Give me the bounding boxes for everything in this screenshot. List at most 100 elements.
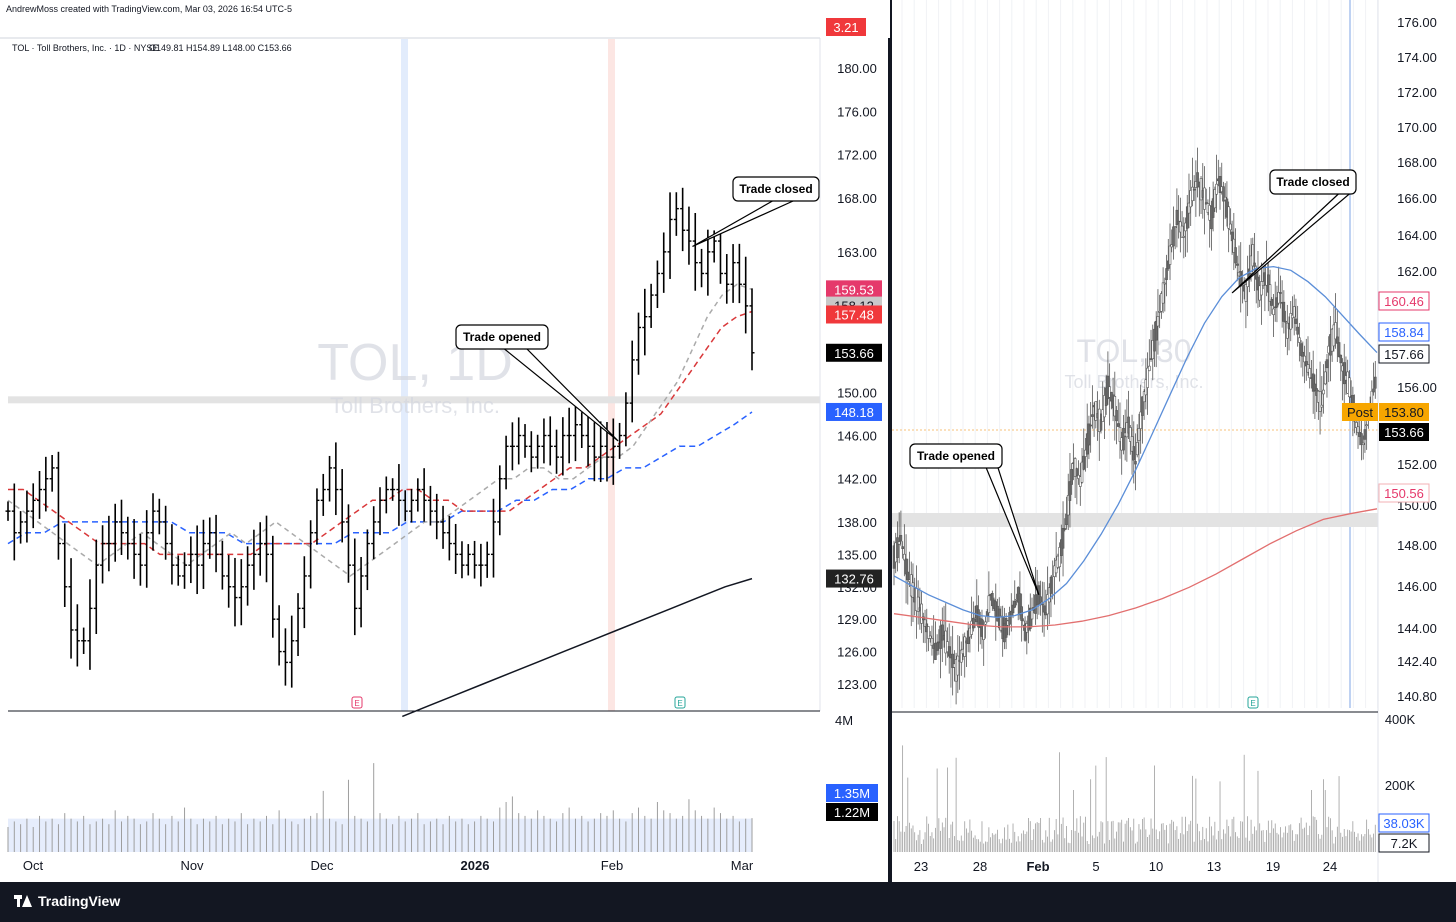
candle [1185, 194, 1189, 253]
price-tag: 157.48 [826, 305, 882, 324]
candle [987, 571, 991, 623]
candle [1030, 597, 1034, 628]
svg-text:E: E [1250, 699, 1255, 708]
candle [1235, 255, 1239, 282]
ohlc-bar [68, 558, 74, 659]
price-tag-label: 7.2K [1391, 836, 1418, 851]
ohlc-bar [11, 483, 17, 561]
candle [1063, 518, 1067, 532]
volume-axis-label: 4M [835, 713, 853, 728]
price-tag: 153.66 [1379, 423, 1429, 441]
ohlc-bar [497, 465, 503, 536]
time-tick-label: 13 [1207, 859, 1221, 874]
price-tick-label: 144.00 [1397, 621, 1437, 636]
candle [1218, 167, 1222, 210]
candle [1099, 413, 1103, 434]
ohlc-bar [623, 392, 629, 447]
time-tick-label: 2026 [461, 858, 490, 873]
earnings-icon[interactable]: E [674, 696, 686, 709]
price-tick-label: 166.00 [1397, 191, 1437, 206]
candle [934, 621, 937, 660]
ohlc-bar [327, 455, 333, 502]
price-tag: 159.53 [826, 280, 882, 299]
candle [1022, 618, 1025, 631]
candle [1065, 496, 1068, 530]
daily-chart-panel[interactable]: 3.21 TOL, 1D Toll Brothers, Inc. TOL · Toll… [0, 17, 888, 882]
candle [906, 558, 910, 605]
candle [1089, 401, 1092, 453]
price-tag: 158.84 [1378, 322, 1430, 342]
price-tick-label: 168.00 [837, 191, 877, 206]
ohlc-bar [87, 579, 93, 670]
candle [1285, 304, 1289, 356]
candle [1018, 571, 1022, 620]
ohlc-bar [226, 555, 232, 608]
intraday-chart-panel[interactable]: TOL, 30 Toll Brothers, Inc. Trade opened Tr… [892, 0, 1456, 882]
candle [1360, 420, 1363, 461]
ohlc-bar [320, 473, 326, 516]
earnings-icon[interactable]: E [351, 696, 363, 709]
price-tag: 160.46 [1378, 291, 1430, 311]
candle [1339, 354, 1343, 382]
indicator-strip [0, 17, 888, 38]
price-tag-bg [1378, 833, 1430, 853]
candle [1127, 390, 1130, 440]
price-tick-label: 180.00 [837, 61, 877, 76]
price-tag-bg [1378, 483, 1430, 503]
annotation-trade-opened[interactable]: Trade opened [909, 443, 1040, 596]
candle [1130, 414, 1134, 475]
candle [1161, 267, 1165, 314]
candle [1272, 293, 1275, 337]
candle [1103, 387, 1106, 439]
ohlc-bar [377, 487, 383, 536]
ohlc-bar [617, 422, 623, 459]
candle [920, 591, 923, 634]
ohlc-bar [276, 605, 282, 666]
annotation-trade-closed[interactable]: Trade closed [692, 176, 820, 248]
ohlc-bar [453, 523, 459, 574]
chart-title: TOL · Toll Brothers, Inc. · 1D · NYSE [12, 43, 158, 53]
time-tick-label: Nov [180, 858, 204, 873]
ohlc-bar [636, 312, 642, 375]
ohlc-bar [163, 505, 169, 560]
candle [1199, 176, 1203, 214]
ohlc-bar [484, 541, 490, 578]
time-tick-label: Mar [731, 858, 754, 873]
price-tag-label: 157.66 [1384, 347, 1424, 362]
tradingview-brand[interactable]: TradingView [14, 893, 120, 909]
price-tag-label: 159.53 [834, 282, 874, 297]
time-tick-label: 24 [1323, 859, 1337, 874]
earnings-icon[interactable]: E [1247, 696, 1259, 709]
price-tick-label: 156.00 [1397, 380, 1437, 395]
price-tick-label: 176.00 [1397, 15, 1437, 30]
intraday-chart-svg[interactable]: TOL, 30 Toll Brothers, Inc. Trade opened Tr… [892, 0, 1456, 882]
volume-tag: 7.2K [1378, 833, 1430, 853]
candle [947, 623, 951, 674]
annotation-box [732, 176, 820, 202]
candle [1323, 361, 1327, 386]
svg-text:E: E [677, 699, 682, 708]
time-axis[interactable]: Oct Nov Dec 2026 Feb Mar [23, 858, 754, 873]
ohlc-bar [358, 557, 364, 628]
annotation-trade-opened[interactable]: Trade opened [455, 324, 619, 442]
price-tag-label: 1.35M [834, 786, 870, 801]
candle [1322, 364, 1325, 414]
annotation-trade-closed[interactable]: Trade closed [1231, 169, 1357, 294]
ohlc-bar [673, 192, 679, 236]
candle [951, 625, 954, 696]
candle [956, 635, 960, 694]
time-tick-label: 19 [1266, 859, 1280, 874]
time-axis[interactable]: 23 28 Feb 5 10 13 19 24 [914, 859, 1337, 874]
candle [1267, 260, 1270, 312]
candle [1108, 363, 1111, 426]
annotation-box [909, 443, 1003, 469]
candle [1073, 457, 1077, 499]
candle [1046, 566, 1049, 630]
candle [1229, 208, 1232, 235]
price-axis[interactable]: 180.00 176.00 172.00 168.00 163.00 150.00 146.… [837, 61, 877, 692]
price-tag: 148.18 [826, 402, 882, 421]
price-tag: 132.76 [826, 569, 882, 588]
ohlc-bar [308, 520, 314, 589]
price-tag-bg [1379, 403, 1429, 421]
